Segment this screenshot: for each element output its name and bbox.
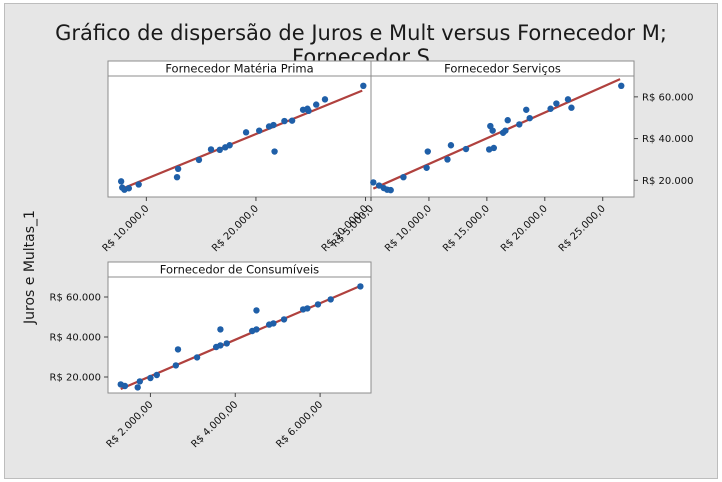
- y-tick-label: R$ 60.000: [50, 293, 101, 304]
- data-point: [327, 296, 334, 303]
- data-point: [121, 382, 129, 390]
- data-point: [423, 164, 430, 171]
- x-tick-label: R$ 6.000,00: [274, 399, 325, 450]
- data-point: [370, 179, 377, 186]
- panel-title: Fornecedor Serviços: [444, 62, 561, 76]
- x-tick-label: R$ 5.000,0: [330, 203, 376, 249]
- data-point: [193, 354, 201, 361]
- regression-line: [121, 89, 363, 190]
- data-point: [153, 371, 160, 379]
- data-point: [226, 142, 233, 149]
- panel-2: Fornecedor Serviços R$ 5.000,0 R$ 10.000,0…: [330, 60, 693, 254]
- data-point: [172, 362, 180, 369]
- data-point: [217, 342, 224, 349]
- data-point: [117, 178, 125, 185]
- y-tick-label: R$ 40.000: [642, 134, 693, 145]
- data-point: [288, 117, 296, 124]
- data-point: [147, 374, 154, 382]
- y-tick-label: R$ 60.000: [642, 92, 693, 103]
- data-point: [173, 173, 181, 181]
- data-point: [134, 384, 141, 391]
- data-point: [304, 305, 311, 312]
- x-tick-label: R$ 10.000,0: [101, 203, 152, 254]
- data-point: [223, 340, 230, 347]
- data-point: [502, 127, 509, 134]
- data-point: [360, 82, 367, 90]
- data-point: [207, 146, 215, 153]
- data-point: [271, 148, 278, 155]
- data-point: [305, 107, 312, 115]
- panel-1: Fornecedor Matéria Prima R$ 10.000,0 R$ 20…: [101, 60, 372, 254]
- x-tick-label: R$ 15.000,0: [441, 203, 492, 254]
- panel-3: Fornecedor de Consumíveis R$ 2.000,00 R$ 4…: [50, 261, 372, 450]
- data-point: [270, 121, 277, 129]
- data-point: [174, 346, 182, 353]
- regression-line: [120, 283, 363, 391]
- panel-title: Fornecedor Matéria Prima: [165, 62, 313, 76]
- x-tick-label: R$ 20.000,0: [210, 203, 261, 254]
- panel-title: Fornecedor de Consumíveis: [160, 263, 319, 277]
- data-point: [253, 326, 260, 333]
- y-tick-label: R$ 20.000: [50, 373, 101, 384]
- plot-area: [107, 75, 372, 198]
- data-point: [270, 320, 277, 327]
- x-tick-label: R$ 25.000,0: [557, 203, 608, 254]
- data-point: [217, 326, 224, 333]
- regression-line: [372, 78, 621, 190]
- data-point: [526, 114, 533, 122]
- data-point: [136, 378, 144, 385]
- data-point: [280, 316, 288, 323]
- y-tick-label: R$ 20.000: [642, 176, 693, 187]
- data-point: [174, 165, 182, 173]
- x-tick-label: R$ 2.000,00: [105, 399, 156, 450]
- x-tick-label: R$ 20.000,0: [499, 203, 550, 254]
- data-point: [321, 96, 329, 103]
- data-point: [523, 106, 530, 113]
- x-tick-label: R$ 10.000,0: [383, 203, 434, 254]
- data-point: [400, 173, 407, 181]
- data-point: [444, 156, 451, 163]
- data-point: [256, 127, 263, 134]
- x-tick-label: R$ 4.000,00: [189, 399, 240, 450]
- data-point: [242, 129, 250, 136]
- data-point: [618, 82, 625, 90]
- data-point: [564, 96, 572, 103]
- data-point: [547, 105, 554, 112]
- data-point: [424, 148, 431, 155]
- data-point: [462, 145, 470, 153]
- data-point: [313, 101, 320, 108]
- data-point: [504, 117, 511, 124]
- data-point: [216, 146, 223, 154]
- data-point: [568, 104, 575, 111]
- data-point: [387, 186, 394, 194]
- data-point: [447, 142, 455, 149]
- data-point: [253, 307, 260, 314]
- y-tick-label: R$ 40.000: [50, 333, 101, 344]
- data-point: [125, 185, 133, 192]
- data-point: [489, 127, 496, 134]
- plot-area: [107, 276, 372, 394]
- data-point: [135, 181, 142, 188]
- data-point: [516, 121, 523, 128]
- data-point: [314, 301, 322, 308]
- data-point: [490, 144, 498, 152]
- data-point: [553, 100, 560, 107]
- data-point: [281, 117, 288, 125]
- data-point: [357, 283, 364, 290]
- plot-area: [370, 75, 635, 198]
- data-point: [195, 156, 203, 164]
